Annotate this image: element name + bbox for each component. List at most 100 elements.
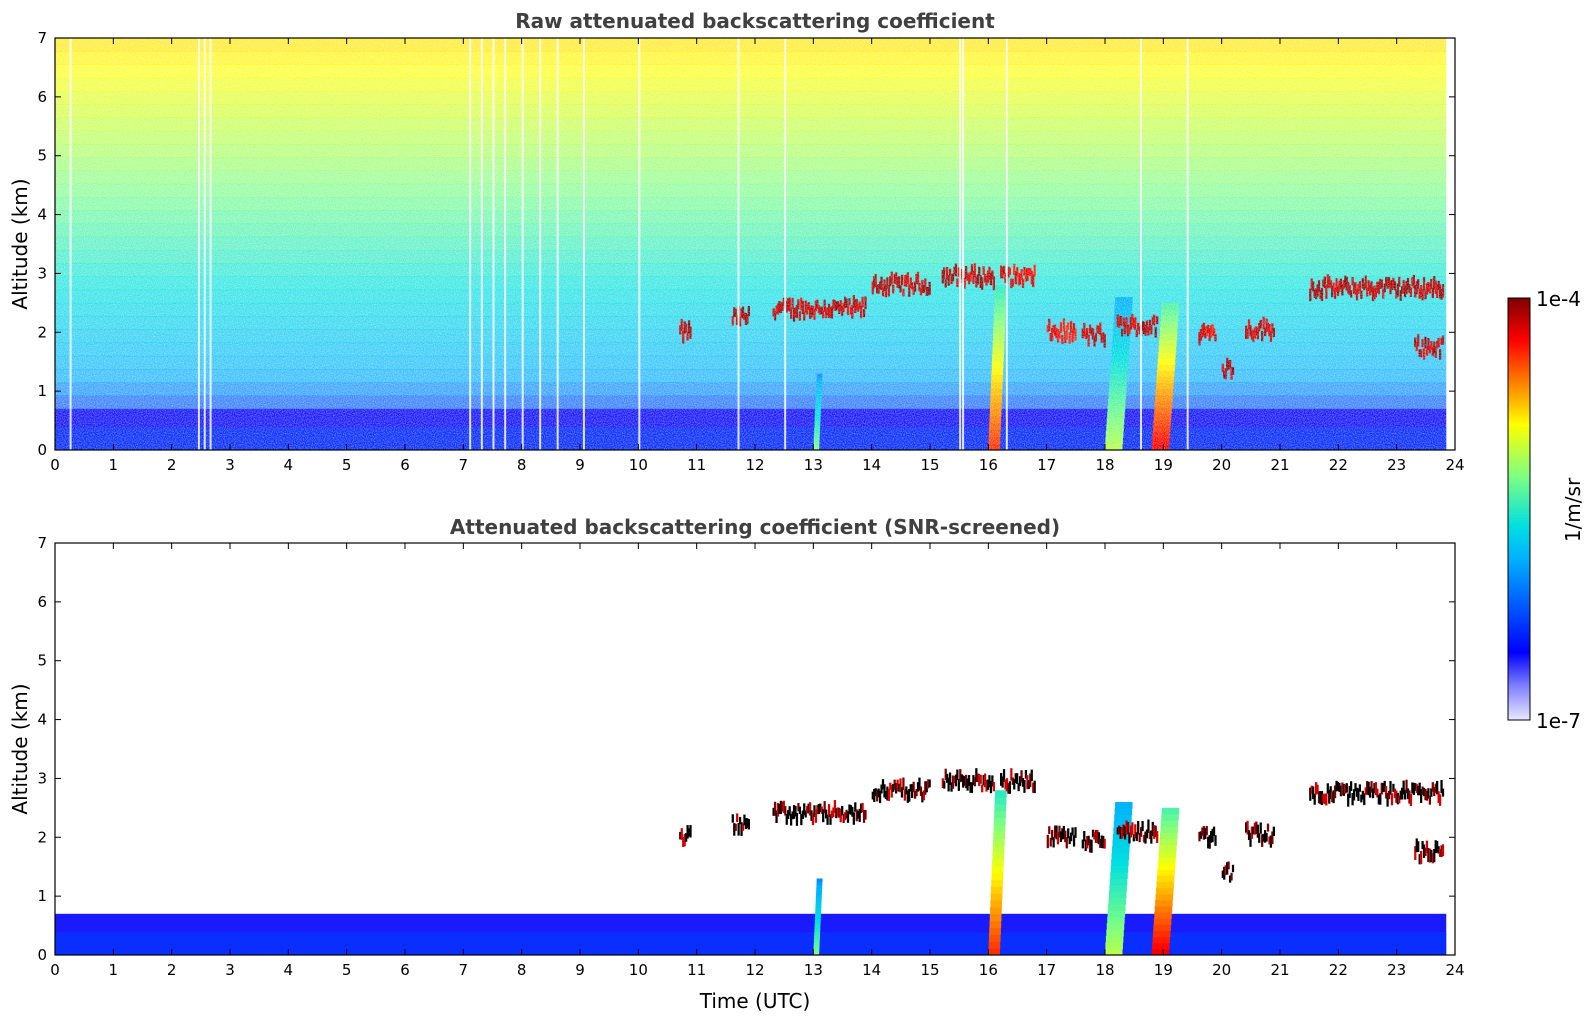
precip-shaft xyxy=(992,852,1005,860)
precip-shaft xyxy=(815,894,822,899)
cloud-cell xyxy=(1223,866,1226,880)
cloud-cell xyxy=(1065,837,1068,849)
precip-shaft xyxy=(813,939,820,943)
cloud-cell xyxy=(679,831,682,840)
cloud-cell xyxy=(1338,783,1341,792)
cloud-cell xyxy=(1204,828,1207,839)
cloud-cell xyxy=(1046,834,1049,849)
cloud-cell xyxy=(811,813,815,826)
cloud-cell xyxy=(969,782,972,793)
cloud-cell xyxy=(839,808,842,823)
cloud-cell xyxy=(1408,790,1411,804)
precip-shaft xyxy=(814,926,821,930)
precip-shaft xyxy=(1151,948,1170,955)
cloud-cell xyxy=(1074,827,1077,838)
precip-shaft xyxy=(1106,923,1125,930)
precip-shaft xyxy=(1105,948,1123,955)
precip-shaft xyxy=(815,900,822,905)
cloud-cell xyxy=(1320,791,1324,806)
cloud-cell xyxy=(1068,836,1071,845)
cloud-cell xyxy=(941,778,944,788)
cloud-cell xyxy=(1002,769,1006,782)
cloud-cell xyxy=(1226,862,1229,875)
y-tick-label: 1 xyxy=(37,382,47,400)
cloud-cell xyxy=(1387,790,1391,800)
cloud-cell xyxy=(1154,825,1157,838)
colorbar-min-label: 1e-7 xyxy=(1536,709,1581,733)
cloud-cell xyxy=(1383,780,1386,792)
cloud-cell xyxy=(880,784,883,794)
cloud-cell xyxy=(1228,875,1232,883)
precip-shaft xyxy=(815,903,822,908)
precip-shaft xyxy=(990,900,1003,908)
cloud-cell xyxy=(781,801,784,812)
cloud-cell xyxy=(836,807,839,817)
cloud-cell xyxy=(1393,788,1397,798)
cloud-cell xyxy=(1315,782,1318,795)
cloud-cell xyxy=(947,777,950,792)
cloud-cell xyxy=(975,768,978,782)
cloud-cell xyxy=(822,809,825,823)
cloud-cell xyxy=(1437,791,1440,803)
cloud-cell xyxy=(808,802,812,816)
cloud-cell xyxy=(1070,832,1073,842)
cloud-cell xyxy=(1271,831,1274,845)
cloud-cell xyxy=(976,773,979,783)
cloud-cell xyxy=(772,807,775,816)
precip-shaft xyxy=(992,845,1005,853)
cloud-cell xyxy=(1227,861,1230,870)
precip-shaft xyxy=(1114,814,1132,822)
precip-shaft xyxy=(1153,918,1172,925)
precip-shaft xyxy=(814,929,821,934)
cloud-cell xyxy=(1402,780,1405,795)
cloud-cell xyxy=(1059,831,1063,842)
cloud-cell xyxy=(1392,783,1395,792)
cloud-cell xyxy=(1386,793,1389,807)
cloud-cell xyxy=(1434,840,1437,854)
precip-shaft xyxy=(1105,935,1124,943)
cloud-cell xyxy=(1212,826,1216,836)
panel-raw-y-label: Altitude (km) xyxy=(8,178,32,309)
x-tick-label: 4 xyxy=(284,456,294,474)
cloud-cell xyxy=(1352,789,1356,801)
cloud-cell xyxy=(981,784,984,793)
cloud-cell xyxy=(986,779,990,790)
precip-shaft xyxy=(992,858,1004,867)
cloud-cell xyxy=(833,800,837,813)
x-tick-label: 24 xyxy=(1445,961,1464,979)
y-tick-label: 3 xyxy=(37,264,47,282)
cloud-cell xyxy=(943,780,946,789)
cloud-cell xyxy=(902,777,905,791)
precip-shaft xyxy=(989,920,1002,929)
precip-shaft xyxy=(815,897,822,902)
cloud-cell xyxy=(740,822,743,836)
precip-shaft xyxy=(813,945,820,950)
cloud-cell xyxy=(918,777,921,791)
precip-shaft xyxy=(993,817,1006,826)
x-tick-label: 16 xyxy=(979,961,998,979)
cloud-cell xyxy=(1004,779,1007,790)
x-tick-label: 15 xyxy=(920,961,939,979)
cloud-cell xyxy=(1436,780,1439,795)
cloud-cell xyxy=(1336,782,1340,791)
cloud-cell xyxy=(682,836,685,848)
cloud-cell xyxy=(1323,793,1327,805)
cloud-cell xyxy=(1418,782,1421,796)
cloud-cell xyxy=(1247,830,1251,841)
cloud-cell xyxy=(1395,790,1398,803)
y-tick-label: 4 xyxy=(37,206,47,224)
cloud-cell xyxy=(804,810,807,818)
cloud-cell xyxy=(1142,834,1146,843)
cloud-cell xyxy=(1087,835,1090,846)
cloud-cell xyxy=(1377,794,1380,805)
cloud-cell xyxy=(1016,773,1019,784)
cloud-cell xyxy=(1224,865,1227,876)
y-tick-label: 6 xyxy=(37,88,47,106)
y-tick-label: 2 xyxy=(37,828,47,846)
precip-shaft xyxy=(995,790,1007,798)
cloud-cell xyxy=(803,803,806,816)
cloud-cell xyxy=(838,807,841,818)
cloud-cell xyxy=(1390,793,1394,806)
cloud-cell xyxy=(1064,830,1067,843)
cloud-cell xyxy=(858,808,861,822)
